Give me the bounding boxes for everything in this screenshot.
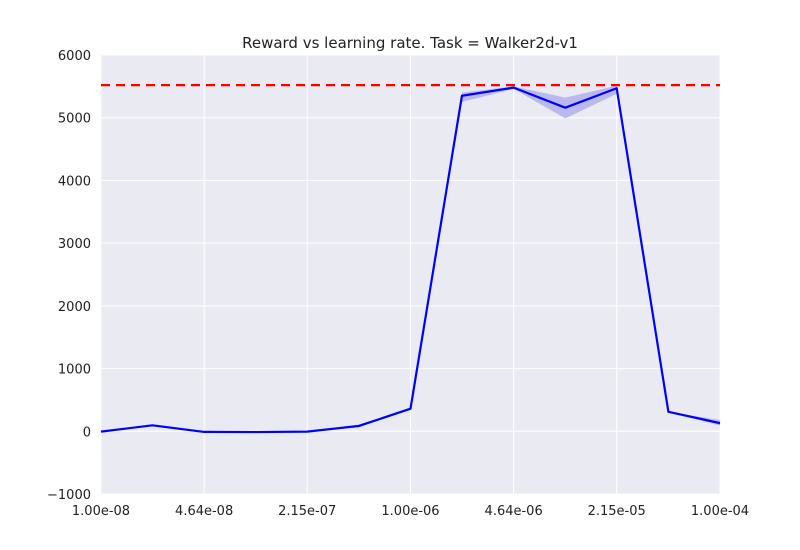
x-tick-label: 4.64e-08: [175, 504, 233, 519]
x-tick-label: 4.64e-06: [485, 504, 543, 519]
series-line-layer: [100, 86, 721, 434]
x-tick-label: 1.00e-04: [691, 504, 749, 519]
y-tick-label: 3000: [58, 237, 91, 252]
y-tick-label: 4000: [58, 174, 91, 189]
y-tick-label: 5000: [58, 112, 91, 127]
x-tick-label: 2.15e-07: [278, 504, 336, 519]
chart-title: Reward vs learning rate. Task = Walker2d…: [242, 34, 578, 52]
x-tick-label: 1.00e-08: [72, 504, 130, 519]
y-tick-label: 6000: [58, 49, 91, 64]
y-tick-label: −1000: [47, 488, 91, 503]
x-axis-ticks: 1.00e-08 4.64e-08 2.15e-07 1.00e-06 4.64e-06…: [72, 504, 749, 519]
grid: [100, 54, 721, 495]
y-axis-ticks: −1000 0 1000 2000 3000 4000 5000 6000: [47, 49, 91, 503]
y-tick-label: 1000: [58, 363, 91, 378]
series-line: [100, 86, 721, 434]
x-tick-label: 2.15e-05: [588, 504, 646, 519]
y-tick-label: 2000: [58, 300, 91, 315]
y-tick-label: 0: [83, 425, 91, 440]
x-tick-label: 1.00e-06: [381, 504, 439, 519]
